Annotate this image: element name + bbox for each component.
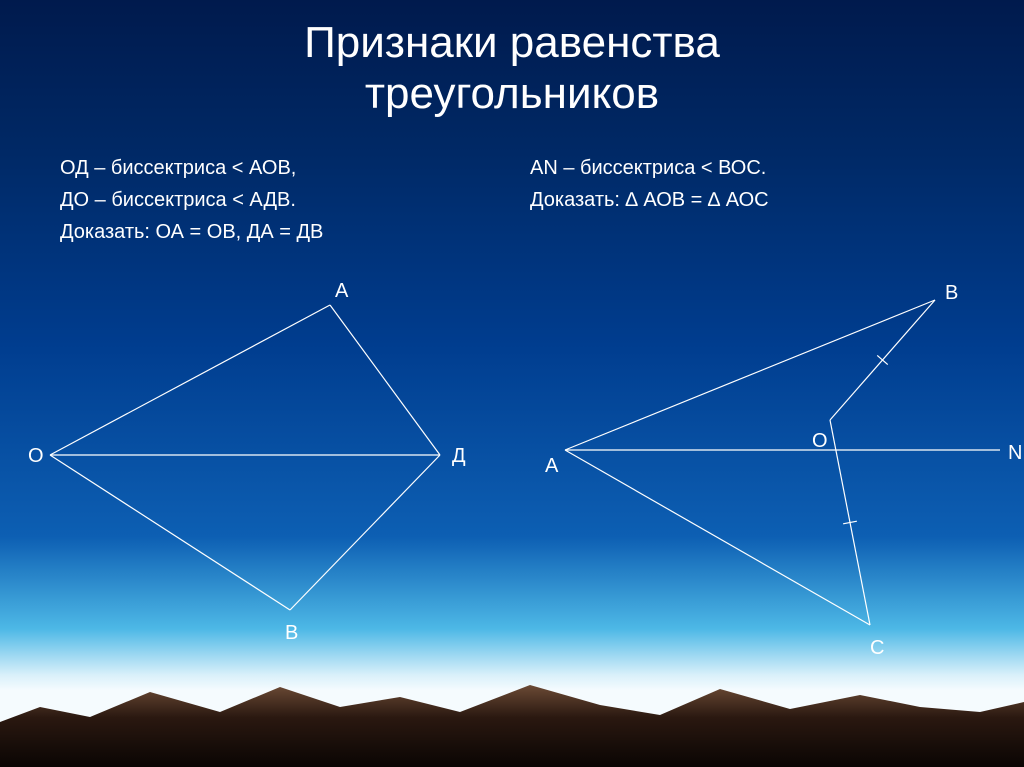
diagram-left-svg	[30, 280, 500, 650]
vertex-label-A: А	[335, 280, 348, 303]
diagram-left: О А Д В	[30, 280, 500, 650]
vertex-label-N: N	[1008, 442, 1022, 465]
title-line-2: треугольников	[365, 69, 659, 118]
problem-left-line1: ОД – биссектриса < АОВ,	[60, 152, 480, 184]
problem-right-line1: АN – биссектриса < ВОС.	[530, 152, 950, 184]
slide-title: Признаки равенства треугольников	[0, 18, 1024, 119]
problem-left-text: ОД – биссектриса < АОВ, ДО – биссектриса…	[60, 152, 480, 248]
vertex-label-A: А	[545, 455, 558, 478]
title-line-1: Признаки равенства	[304, 18, 720, 67]
vertex-label-D: Д	[452, 445, 466, 468]
diagram-right: АВСОN	[540, 270, 1010, 650]
diagram-right-svg	[540, 270, 1010, 650]
vertex-label-O: О	[28, 445, 44, 468]
vertex-label-C: С	[870, 637, 884, 660]
mountain-silhouette	[0, 667, 1024, 767]
problem-left-line3: Доказать: ОА = ОВ, ДА = ДВ	[60, 216, 480, 248]
vertex-label-B: В	[945, 282, 958, 305]
problem-left-line2: ДО – биссектриса < АДВ.	[60, 184, 480, 216]
problem-right-text: АN – биссектриса < ВОС. Доказать: ∆ АОВ …	[530, 152, 950, 216]
vertex-label-B: В	[285, 622, 298, 645]
vertex-label-O: О	[812, 430, 828, 453]
problem-right-line2: Доказать: ∆ АОВ = ∆ АОС	[530, 184, 950, 216]
